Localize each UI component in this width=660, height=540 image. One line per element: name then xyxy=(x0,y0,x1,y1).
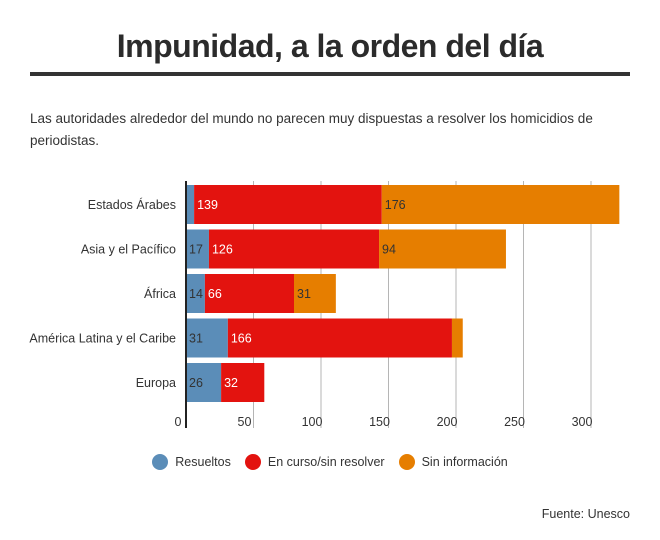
title-divider xyxy=(30,72,630,76)
category-label: Estados Árabes xyxy=(88,197,176,212)
bar-segment xyxy=(186,363,222,402)
category-label: Europa xyxy=(136,376,176,390)
x-tick-label: 250 xyxy=(504,415,525,429)
data-label: 31 xyxy=(297,287,311,301)
legend-swatch xyxy=(398,454,415,470)
legend-label: Sin información xyxy=(421,455,508,469)
data-label: 31 xyxy=(189,332,203,346)
bar-segment xyxy=(381,185,620,224)
data-label: 66 xyxy=(208,287,222,301)
stacked-bar-chart: 139 176 Estados Árabes 17 126 94 Asia y el Pac… xyxy=(29,181,620,429)
data-label: 32 xyxy=(224,376,238,390)
legend-item: En curso/sin resolver xyxy=(244,454,385,470)
bar-segment xyxy=(227,318,452,358)
bar-segment xyxy=(194,185,382,224)
data-label: 14 xyxy=(189,287,203,301)
legend-swatch xyxy=(152,454,169,470)
x-tick-label: 150 xyxy=(369,415,390,429)
x-tick-label: 100 xyxy=(302,415,323,429)
legend-label: En curso/sin resolver xyxy=(267,455,385,469)
data-label: 94 xyxy=(382,243,396,257)
x-tick-label: 300 xyxy=(572,415,593,429)
data-label: 17 xyxy=(189,243,203,257)
chart-legend: Resueltos En curso/sin resolver Sin inform… xyxy=(0,454,660,473)
bar-segment xyxy=(186,274,205,313)
category-label: América Latina y el Caribe xyxy=(29,332,176,346)
data-label: 139 xyxy=(197,198,218,212)
bar-segment xyxy=(208,229,380,269)
bar-segment xyxy=(186,229,209,269)
category-label: Asia y el Pacífico xyxy=(81,243,176,257)
data-label: 166 xyxy=(231,332,252,346)
legend-label: Resueltos xyxy=(175,455,231,469)
legend-item: Resueltos xyxy=(152,454,231,470)
bar-segment xyxy=(451,318,463,358)
bar-segment xyxy=(294,274,336,313)
chart-subtitle: Las autoridades alrededor del mundo no p… xyxy=(30,111,593,148)
bar-segment xyxy=(204,274,294,313)
chart-title: Impunidad, a la orden del día xyxy=(116,28,544,64)
legend-swatch xyxy=(244,454,261,470)
legend-item: Sin información xyxy=(398,454,508,470)
source-note: Fuente: Unesco xyxy=(541,507,630,521)
bar-segment xyxy=(379,229,506,269)
data-label: 126 xyxy=(212,243,233,257)
x-tick-label: 200 xyxy=(437,415,458,429)
category-label: África xyxy=(144,286,176,301)
bar-segment xyxy=(186,185,195,224)
bar-segment xyxy=(186,318,228,358)
x-tick-label: 0 xyxy=(175,415,182,429)
bar-segment xyxy=(221,363,265,402)
data-label: 176 xyxy=(385,198,406,212)
data-label: 26 xyxy=(189,376,203,390)
x-tick-label: 50 xyxy=(238,415,252,429)
